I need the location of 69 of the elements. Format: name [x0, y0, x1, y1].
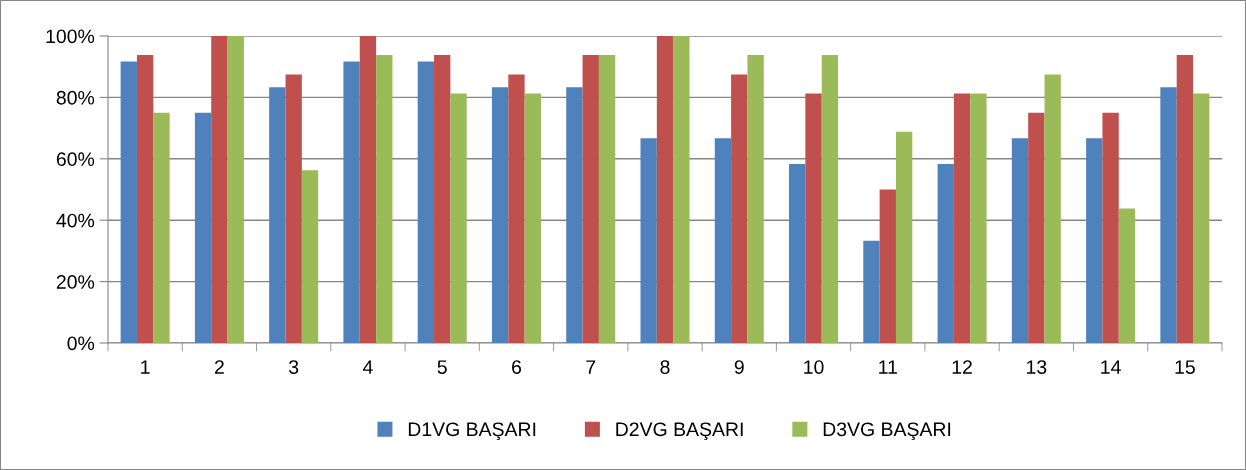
- y-tick-label: 0%: [67, 336, 95, 351]
- bar: [1118, 208, 1136, 343]
- x-tick-label: 2: [214, 360, 224, 374]
- bar: [747, 55, 764, 343]
- bar: [879, 189, 896, 343]
- y-tick-label: 20%: [56, 275, 95, 289]
- x-tick-label: 1: [141, 360, 150, 374]
- bar: [417, 61, 435, 343]
- bar: [673, 36, 690, 343]
- x-tick-label: 11: [879, 360, 897, 374]
- bar: [491, 87, 509, 343]
- bar: [1160, 87, 1177, 343]
- bar: [269, 87, 286, 343]
- bar: [656, 36, 674, 343]
- x-tick-label: 4: [362, 360, 373, 374]
- bar: [1028, 112, 1045, 343]
- bar: [937, 164, 954, 343]
- bar: [1044, 74, 1061, 343]
- bar: [731, 74, 748, 343]
- x-tick-label: 15: [1175, 360, 1195, 374]
- legend-label: D1VG BAŞARI: [408, 422, 536, 441]
- bar: [211, 36, 228, 343]
- bar: [194, 112, 212, 343]
- bar: [895, 131, 913, 343]
- y-tick-label: 40%: [56, 213, 95, 228]
- bar: [953, 93, 971, 343]
- x-tick-label: 3: [289, 360, 299, 374]
- bar: [136, 55, 154, 343]
- bar: [566, 87, 583, 343]
- bar: [582, 55, 599, 343]
- bar: [285, 74, 302, 343]
- legend-label: D3VG BAŞARI: [823, 422, 951, 441]
- y-tick-label: 100%: [46, 29, 95, 44]
- y-tick-label: 60%: [56, 152, 95, 167]
- bar: [434, 55, 451, 343]
- x-tick-label: 14: [1101, 360, 1121, 374]
- x-tick-label: 6: [512, 360, 522, 374]
- bar: [1193, 93, 1210, 343]
- bar: [789, 164, 806, 343]
- x-tick-label: 8: [660, 360, 670, 374]
- bar: [227, 36, 244, 343]
- x-tick-label: 7: [586, 360, 596, 374]
- x-tick-label: 9: [734, 360, 744, 374]
- y-tick-label: 80%: [56, 90, 95, 105]
- bar: [1011, 138, 1029, 343]
- bar: [153, 112, 170, 343]
- bar: [301, 170, 319, 343]
- bar: [970, 93, 987, 343]
- bar: [1086, 138, 1103, 343]
- legend-label: D2VG BAŞARI: [616, 422, 743, 441]
- x-tick-label: 10: [804, 360, 824, 374]
- x-tick-label: 13: [1027, 360, 1047, 374]
- bar: [359, 36, 377, 343]
- bar: [376, 55, 393, 343]
- bar: [524, 93, 541, 343]
- bar: [343, 61, 360, 343]
- bar: [863, 240, 880, 343]
- bar: [1176, 55, 1194, 343]
- bar: [640, 138, 657, 343]
- bar: [1102, 112, 1119, 343]
- x-tick-label: 12: [952, 360, 972, 374]
- bar: [714, 138, 732, 343]
- bar: [598, 55, 616, 343]
- x-tick-label: 5: [437, 360, 447, 374]
- bar: [821, 55, 839, 343]
- bar: [508, 74, 525, 343]
- bar: [120, 61, 137, 343]
- bar: [805, 93, 822, 343]
- bar: [450, 93, 467, 343]
